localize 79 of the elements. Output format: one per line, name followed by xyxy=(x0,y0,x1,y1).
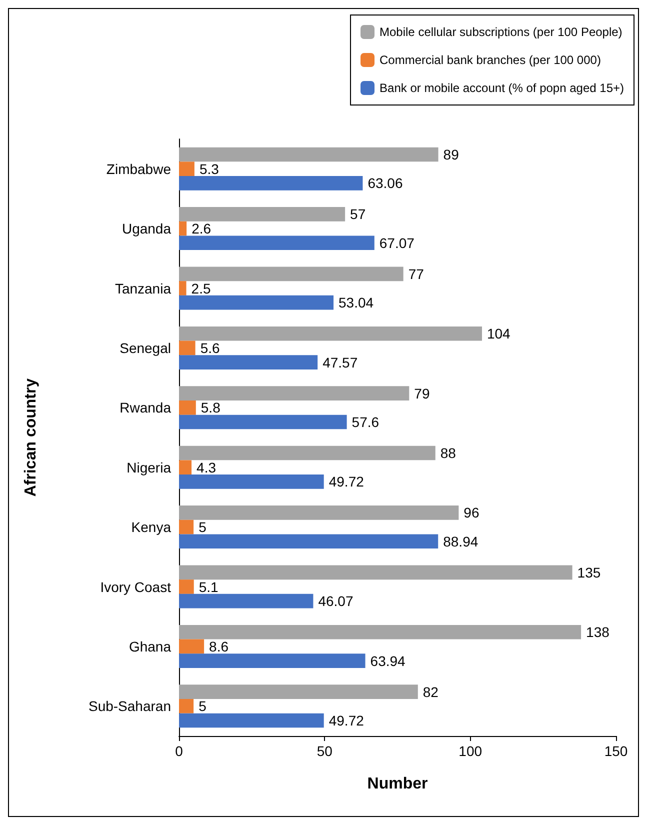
y-tick-label: Ivory Coast xyxy=(100,578,172,595)
y-axis-title: African country xyxy=(22,378,40,497)
x-axis-title: Number xyxy=(367,776,428,792)
x-tick-label: 150 xyxy=(604,743,628,759)
data-label: 79 xyxy=(414,385,430,402)
data-label: 96 xyxy=(464,504,480,521)
y-tick-label: Zimbabwe xyxy=(106,160,172,177)
bar xyxy=(179,176,363,190)
bar xyxy=(179,147,438,162)
data-label: 4.3 xyxy=(196,459,216,476)
y-tick-label: Tanzania xyxy=(114,280,172,296)
data-label: 46.07 xyxy=(318,593,354,610)
data-label: 63.06 xyxy=(368,175,403,192)
y-tick-label: Nigeria xyxy=(126,459,172,476)
bar xyxy=(179,340,196,356)
data-label: 104 xyxy=(486,326,511,342)
data-label: 47.57 xyxy=(322,354,358,370)
data-label: 49.72 xyxy=(328,474,364,490)
data-label: 135 xyxy=(577,564,601,580)
bar xyxy=(179,580,194,594)
x-tick-label: 50 xyxy=(316,743,333,759)
bar xyxy=(179,446,436,460)
data-label: 57 xyxy=(350,206,366,222)
y-tick-label: Senegal xyxy=(120,340,171,356)
bar xyxy=(179,520,194,534)
bar xyxy=(179,698,194,714)
bar xyxy=(179,460,192,475)
y-tick-label: Rwanda xyxy=(120,400,172,416)
data-label: 67.07 xyxy=(379,234,415,251)
bar xyxy=(179,639,204,654)
bar xyxy=(179,162,194,176)
data-label: 5.8 xyxy=(200,400,221,416)
bar xyxy=(179,414,347,430)
data-label: 63.94 xyxy=(370,652,406,669)
x-tick-label: 0 xyxy=(175,743,184,759)
bar xyxy=(179,534,438,549)
bar xyxy=(179,355,318,370)
data-label: 5.3 xyxy=(199,160,220,177)
bar xyxy=(179,506,459,520)
bar xyxy=(179,474,324,489)
data-label: 88 xyxy=(440,445,456,462)
data-label: 138 xyxy=(586,624,610,640)
bar xyxy=(179,684,418,699)
y-tick-label: Uganda xyxy=(122,220,172,237)
bar xyxy=(179,713,324,728)
data-label: 49.72 xyxy=(328,712,364,728)
data-label: 53.04 xyxy=(338,294,374,311)
legend-label: Commercial bank branches (per 100 000) xyxy=(380,53,601,67)
bar xyxy=(179,295,334,310)
x-tick-label: 100 xyxy=(458,743,482,759)
data-label: 5 xyxy=(198,519,207,536)
data-label: 5.6 xyxy=(200,340,220,356)
bar xyxy=(179,326,482,341)
bar xyxy=(179,386,410,400)
bar xyxy=(179,400,196,415)
bar xyxy=(179,207,346,222)
data-label: 89 xyxy=(443,146,460,163)
bar xyxy=(179,624,582,640)
data-label: 2.6 xyxy=(192,220,212,237)
bar xyxy=(179,221,187,236)
data-label: 77 xyxy=(408,266,424,282)
legend-label: Mobile cellular subscriptions (per 100 People) xyxy=(380,25,622,39)
bar xyxy=(179,236,374,250)
y-tick-label: Ghana xyxy=(128,638,172,654)
legend-label: Bank or mobile account (% of popn aged 15+) xyxy=(380,81,624,95)
bar xyxy=(179,266,404,282)
bar xyxy=(179,654,366,668)
data-label: 2.5 xyxy=(191,280,211,296)
data-label: 5 xyxy=(198,698,207,714)
data-label: 57.6 xyxy=(352,414,380,430)
data-label: 8.6 xyxy=(209,638,229,654)
bar xyxy=(179,281,186,296)
data-label: 5.1 xyxy=(198,578,219,595)
y-tick-label: Kenya xyxy=(131,519,172,536)
bar xyxy=(179,594,314,608)
data-label: 88.94 xyxy=(443,533,478,550)
data-label: 82 xyxy=(422,684,439,700)
y-tick-label: Sub-Saharan xyxy=(88,698,171,714)
bar xyxy=(179,565,572,580)
